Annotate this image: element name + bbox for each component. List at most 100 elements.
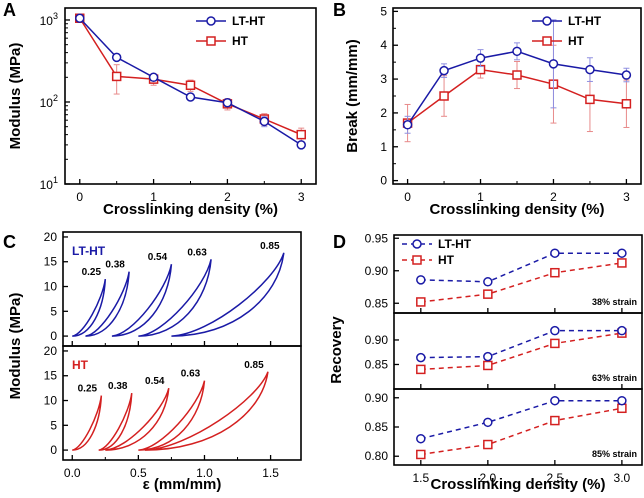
panel-d-1-y-tick-label: 0.90: [365, 264, 389, 278]
panel-d-1-ht-point: [617, 258, 627, 268]
panel-c-lt-ht-loop-0.63: [138, 259, 212, 337]
panel-c-ht-y-tick-label: 10: [44, 394, 58, 408]
legend-label-HT: HT: [232, 34, 249, 48]
panel-d-2-ht-point: [483, 360, 493, 371]
panel-c-ht-y-tick-label: 20: [44, 344, 58, 358]
panel-c-xlabel: ε (mm/mm): [143, 476, 222, 493]
panel-c-ylabel: Modulus (MPa): [7, 293, 24, 400]
panel-a-y-tick-label: 101: [40, 175, 58, 192]
panel-a-x-tick-label: 1: [150, 190, 157, 204]
panel-d-3-lt-ht-point: [416, 433, 426, 444]
panel-d-3-ht-point: [483, 439, 493, 450]
panel-c-ht-strain-label: 0.54: [145, 376, 165, 387]
panel-c-ht-label: HT: [72, 358, 89, 372]
panel-d-3-ht-line: [420, 407, 623, 456]
panel-c-lt-ht-y-tick-label: 0: [50, 329, 57, 343]
panel-b-lt-ht-point: [621, 70, 632, 80]
panel-d-1-lt-ht-point: [550, 248, 560, 258]
legend-marker-HT: [542, 36, 552, 46]
panel-a-lt-ht-point: [148, 72, 159, 83]
panel-d-2-strain-label: 63% strain: [592, 373, 637, 383]
panel-c-ht-axes: [62, 345, 302, 461]
panel-c-ht-y-tick-label: 5: [50, 418, 57, 432]
legend-label-LT-HT: LT-HT: [232, 14, 266, 28]
panel-c-x-tick-label: 1.5: [262, 466, 279, 480]
panel-a-y-tick-label: 102: [40, 93, 58, 110]
panel-d-1-ht-point: [416, 297, 426, 307]
panel-c-x-tick-label: 0.5: [130, 466, 147, 480]
panel-d-1-y-tick-label: 0.85: [365, 296, 389, 310]
panel-d-legend-marker-LT-HT: [412, 239, 422, 249]
panel-b-lt-ht-point: [512, 46, 522, 57]
panel-d-1-lt-ht-line: [420, 252, 622, 283]
panel-d-1-lt-ht-point: [416, 275, 426, 285]
panel-c-ht-loop-0.85: [144, 371, 269, 451]
panel-c-x-tick-label: 1.0: [196, 466, 213, 480]
panel-a-xlabel: Crosslinking density (%): [103, 201, 278, 218]
panel-d-legend-marker-HT: [412, 255, 422, 265]
panel-c-lt-ht-loop-0.85: [171, 252, 285, 337]
panel-a-x-tick-label: 0: [76, 190, 83, 204]
panel-c-lt-ht-y-tick-label: 15: [44, 255, 58, 269]
panel-d-legend-label-HT: HT: [438, 253, 455, 267]
panel-b-ht-point: [439, 91, 449, 101]
panel-a-lt-ht-point: [296, 140, 306, 150]
panel-d-1-strain-label: 38% strain: [592, 297, 637, 307]
panel-c-ht-strain-label: 0.38: [108, 381, 128, 392]
panel-b-lt-ht-point: [439, 65, 449, 76]
panel-b-lt-ht-point: [548, 59, 559, 69]
panel-c-lt-ht-y-tick-label: 20: [44, 230, 58, 244]
panel-b-y-tick-label: 5: [380, 4, 387, 18]
panel-c-letter: C: [3, 232, 16, 252]
panel-c-lt-ht-strain-label: 0.38: [105, 260, 125, 271]
panel-a-ht-point: [111, 71, 122, 82]
panel-b-y-tick-label: 0: [380, 174, 387, 188]
legend-marker-LT-HT: [206, 16, 216, 26]
panel-b-axes: [392, 7, 642, 185]
panel-a-ht-point: [185, 80, 196, 91]
panel-c-x-tick-label: 0.0: [64, 466, 81, 480]
panel-c-lt-ht-loop-0.54: [111, 264, 173, 337]
panel-a-letter: A: [3, 0, 16, 20]
panel-a-lt-ht-point: [259, 116, 270, 127]
panel-b-lt-ht-point: [402, 120, 413, 130]
panel-b-y-tick-label: 1: [380, 140, 387, 154]
legend-marker-LT-HT: [542, 16, 552, 26]
panel-d-x-tick-label: 3.0: [614, 471, 631, 485]
panel-c-lt-ht-y-tick-label: 10: [44, 280, 58, 294]
panel-b-ht-point: [585, 94, 595, 105]
panel-d-3-y-tick-label: 0.90: [365, 391, 389, 405]
panel-d-2-ht-point: [550, 338, 560, 349]
panel-d-xlabel: Crosslinking density (%): [430, 476, 605, 493]
panel-d-2-lt-ht-point: [416, 352, 426, 363]
panel-d-3-lt-ht-point: [617, 395, 627, 406]
panel-c-ht-loop-0.63: [138, 380, 206, 451]
panel-d-2-lt-ht-point: [483, 351, 493, 362]
panel-a-lt-ht-point: [185, 92, 196, 102]
panel-b-x-tick-label: 0: [404, 190, 411, 204]
panel-d-x-tick-label: 1.5: [412, 471, 429, 485]
panel-c-ht-strain-label: 0.63: [181, 369, 201, 380]
panel-d-3-y-tick-label: 0.85: [365, 420, 389, 434]
panel-d-2-y-tick-label: 0.90: [365, 333, 389, 347]
panel-d-letter: D: [333, 232, 346, 252]
panel-d-1-ht-line: [420, 262, 622, 303]
panel-b-x-tick-label: 3: [623, 190, 630, 204]
panel-c-lt-ht-y-tick-label: 5: [50, 304, 57, 318]
panel-b-y-tick-label: 3: [380, 72, 387, 86]
panel-d-3-lt-ht-point: [550, 395, 560, 406]
panel-d-x-tick-label: 2.5: [547, 471, 564, 485]
panel-b-ht-point: [621, 99, 632, 109]
panel-b-letter: B: [333, 0, 346, 20]
panel-a-ht-point: [296, 129, 306, 140]
panel-c-ht-strain-label: 0.25: [78, 384, 98, 395]
panel-d-1-y-tick-label: 0.95: [365, 231, 389, 245]
panel-b-lt-ht-point: [585, 64, 595, 75]
panel-d-2-ht-point: [416, 364, 426, 375]
panel-a-lt-ht-point: [222, 97, 233, 108]
panel-c-ht-loop-0.25: [71, 395, 103, 451]
panel-d-2-lt-ht-point: [550, 325, 560, 336]
panel-d-1-ht-point: [483, 289, 493, 299]
legend-label-HT: HT: [568, 34, 585, 48]
panel-b-ht-point: [512, 70, 522, 80]
